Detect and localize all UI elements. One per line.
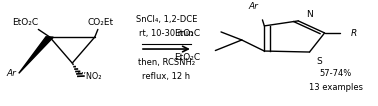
- Text: 13 examples: 13 examples: [309, 83, 363, 92]
- Text: SnCl₄, 1,2-DCE: SnCl₄, 1,2-DCE: [136, 15, 197, 24]
- Text: S: S: [316, 57, 322, 66]
- Polygon shape: [19, 37, 53, 73]
- Text: EtO₂C: EtO₂C: [174, 29, 200, 38]
- Text: N: N: [306, 10, 313, 19]
- Text: rt, 10-30 min: rt, 10-30 min: [139, 29, 194, 38]
- Text: R: R: [351, 29, 357, 38]
- Text: ’’’’NO₂: ’’’’NO₂: [76, 72, 102, 81]
- Text: EtO₂C: EtO₂C: [12, 18, 38, 27]
- Text: Ar: Ar: [248, 2, 258, 11]
- Text: CO₂Et: CO₂Et: [87, 18, 113, 27]
- Text: EtO₂C: EtO₂C: [174, 53, 200, 62]
- Text: then, RCSNH₂: then, RCSNH₂: [138, 58, 195, 67]
- Text: Ar: Ar: [6, 69, 16, 78]
- Text: reflux, 12 h: reflux, 12 h: [143, 72, 191, 81]
- Text: 57-74%: 57-74%: [320, 69, 352, 78]
